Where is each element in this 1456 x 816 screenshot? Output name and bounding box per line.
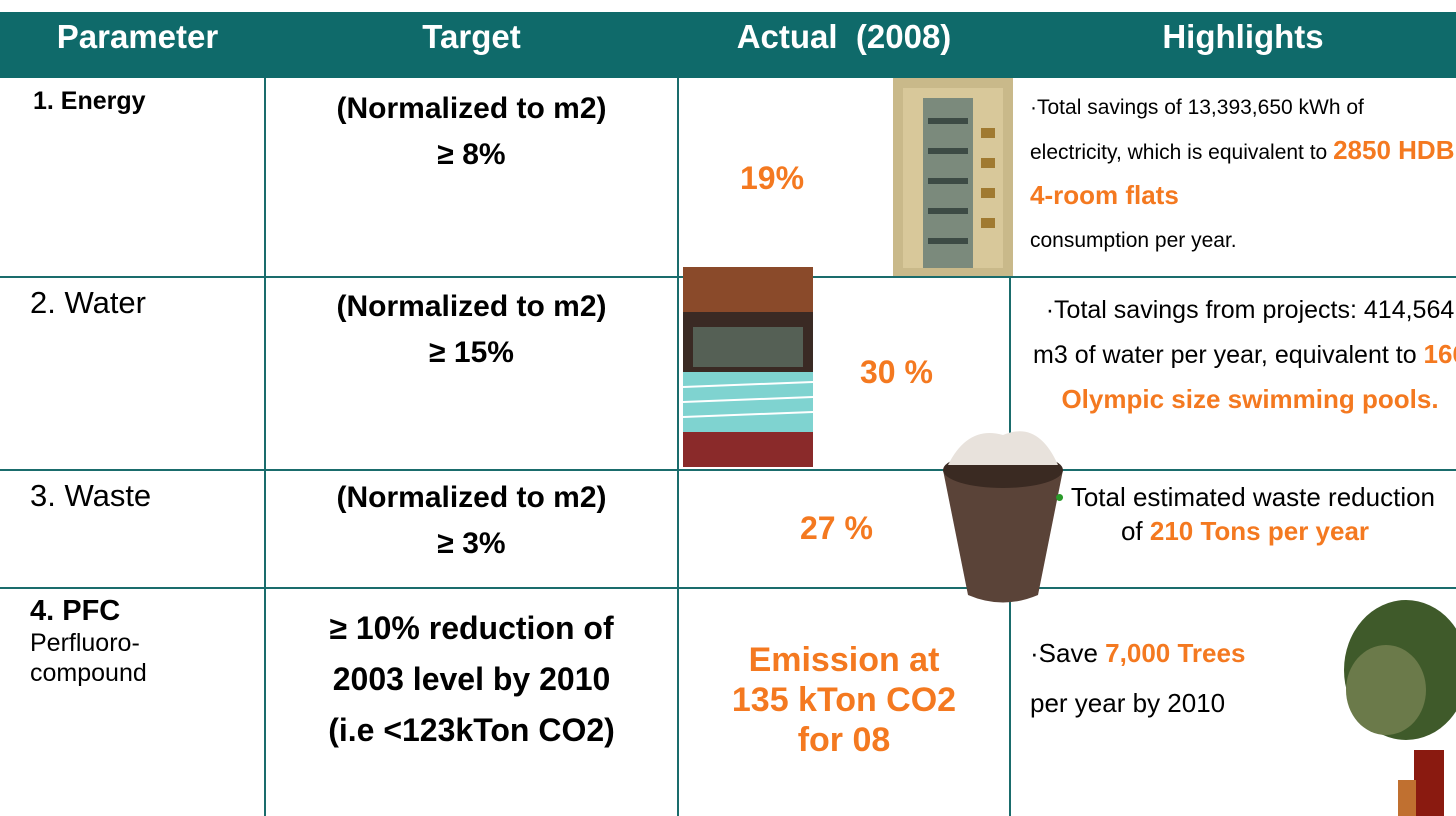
target-line: ≥ 15% [265,330,678,376]
target: (Normalized to m2) ≥ 15% [265,284,678,376]
highlight-text: per year by 2010 [1030,688,1225,718]
highlight: ·Save 7,000 Trees per year by 2010 [1030,628,1330,728]
highlight: ·Total savings of 13,393,650 kWh of elec… [1030,86,1455,262]
grid-line [0,587,1456,589]
bullet: · [1046,296,1054,324]
target: ≥ 10% reduction of 2003 level by 2010 (i… [265,603,678,756]
bullet: • [1055,482,1064,512]
parameter: 2. Water [30,285,146,321]
target: (Normalized to m2) ≥ 8% [265,86,678,178]
header-cell: Parameter [0,18,275,56]
actual: Emission at 135 kTon CO2 for 08 [678,640,1010,760]
parameter-name: 4. PFC [30,595,147,628]
actual-line: 135 kTon CO2 [678,680,1010,720]
building-photo [893,78,1013,276]
grid-line [0,469,1456,471]
bullet: · [1030,638,1039,668]
tree-photo [1336,600,1456,816]
header-cell: Highlights [1010,18,1456,56]
highlight-text: consumption per year. [1030,229,1237,252]
target: (Normalized to m2) ≥ 3% [265,475,678,567]
bullet: · [1030,96,1037,119]
highlight-emphasis: 7,000 Trees [1105,638,1245,668]
highlight-text: Save [1039,638,1098,668]
parameter-note: Perfluoro- [30,628,147,658]
target-line: (Normalized to m2) [265,86,678,132]
actual: 30 % [860,354,933,391]
target-line: 2003 level by 2010 [265,654,678,705]
parameter: 3. Waste [30,478,151,514]
parameter: 4. PFC Perfluoro- compound [30,595,147,688]
target-line: (i.e <123kTon CO2) [265,705,678,756]
parameter: 1. Energy [33,87,146,116]
highlight: • Total estimated waste reduction of 210… [1045,480,1445,548]
target-line: ≥ 8% [265,132,678,178]
highlight: ·Total savings from projects: 414,564 m3… [1030,288,1456,422]
actual-line: Emission at [678,640,1010,680]
parameter-note: compound [30,658,147,688]
target-line: (Normalized to m2) [265,475,678,521]
actual-line: for 08 [678,720,1010,760]
highlight-text: Total savings from projects: 414,564 m3 … [1033,296,1454,369]
header-cell: Target [265,18,678,56]
page: Parameter Target Actual (2008) Highlight… [0,0,1456,816]
target-line: ≥ 3% [265,521,678,567]
target-line: ≥ 10% reduction of [265,603,678,654]
highlight-text: Total savings of 13,393,650 kWh of elect… [1030,96,1364,164]
target-line: (Normalized to m2) [265,284,678,330]
actual: 27 % [800,510,873,547]
header-cell: Actual (2008) [678,18,1010,56]
highlight-emphasis: 210 Tons per year [1150,516,1369,546]
actual: 19% [740,160,804,197]
pool-photo [683,267,813,467]
